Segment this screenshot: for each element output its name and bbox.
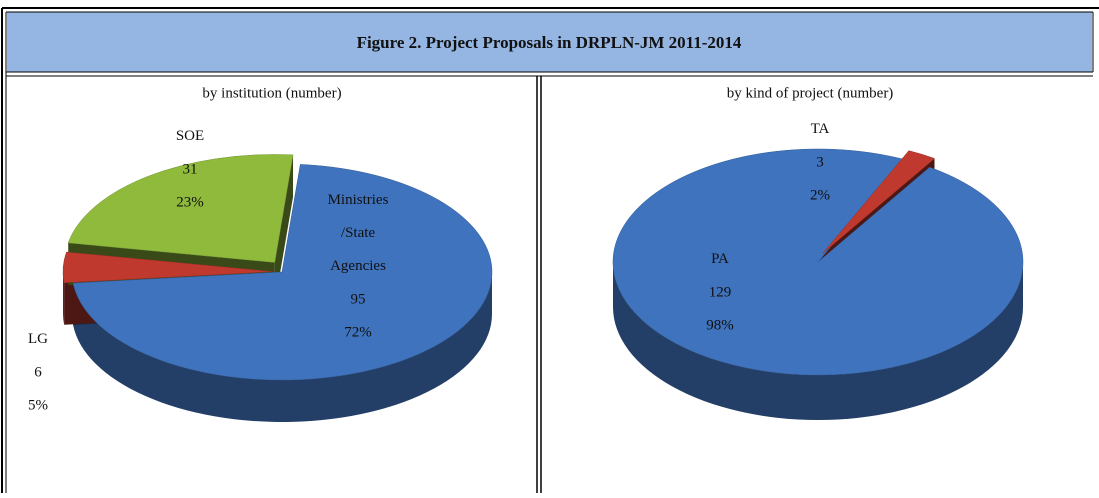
slice-label-name: PA: [711, 251, 729, 267]
slice-label-percent: 72%: [344, 324, 372, 340]
slice-label-percent: 5%: [28, 397, 48, 413]
title-bar: [7, 12, 1092, 72]
pie-side: [63, 271, 65, 325]
pie: [612, 148, 1024, 420]
slice-label-name: LG: [28, 331, 48, 347]
pie-slice: [822, 150, 935, 254]
figure-title: Figure 2. Project Proposals in DRPLN-JM …: [357, 33, 742, 52]
pie-side: [613, 262, 1023, 420]
pie-wall: [274, 154, 294, 305]
slice-label-name: SOE: [176, 128, 204, 144]
slice-label-name: TA: [811, 121, 830, 137]
pie-slice: [62, 251, 274, 284]
pie: [62, 154, 493, 423]
pie-slice: [72, 164, 493, 381]
pie-slice: [67, 154, 294, 263]
slice-label-value: 3: [816, 154, 824, 170]
pie-slice: [612, 148, 1024, 376]
slice-label-value: 95: [351, 291, 366, 307]
slice-label-value: 31: [183, 161, 198, 177]
slice-label-name: Ministries/State Agencies: [328, 192, 389, 274]
chart-subtitle: by kind of project (number): [727, 85, 894, 101]
slice-label-percent: 23%: [176, 194, 204, 210]
pie-side: [73, 272, 492, 423]
slice-label-percent: 98%: [706, 317, 734, 333]
slice-label-value: 6: [34, 364, 42, 380]
chart-subtitle: by institution (number): [202, 85, 341, 101]
slice-label-value: 129: [709, 284, 732, 300]
slice-label-percent: 2%: [810, 187, 830, 203]
